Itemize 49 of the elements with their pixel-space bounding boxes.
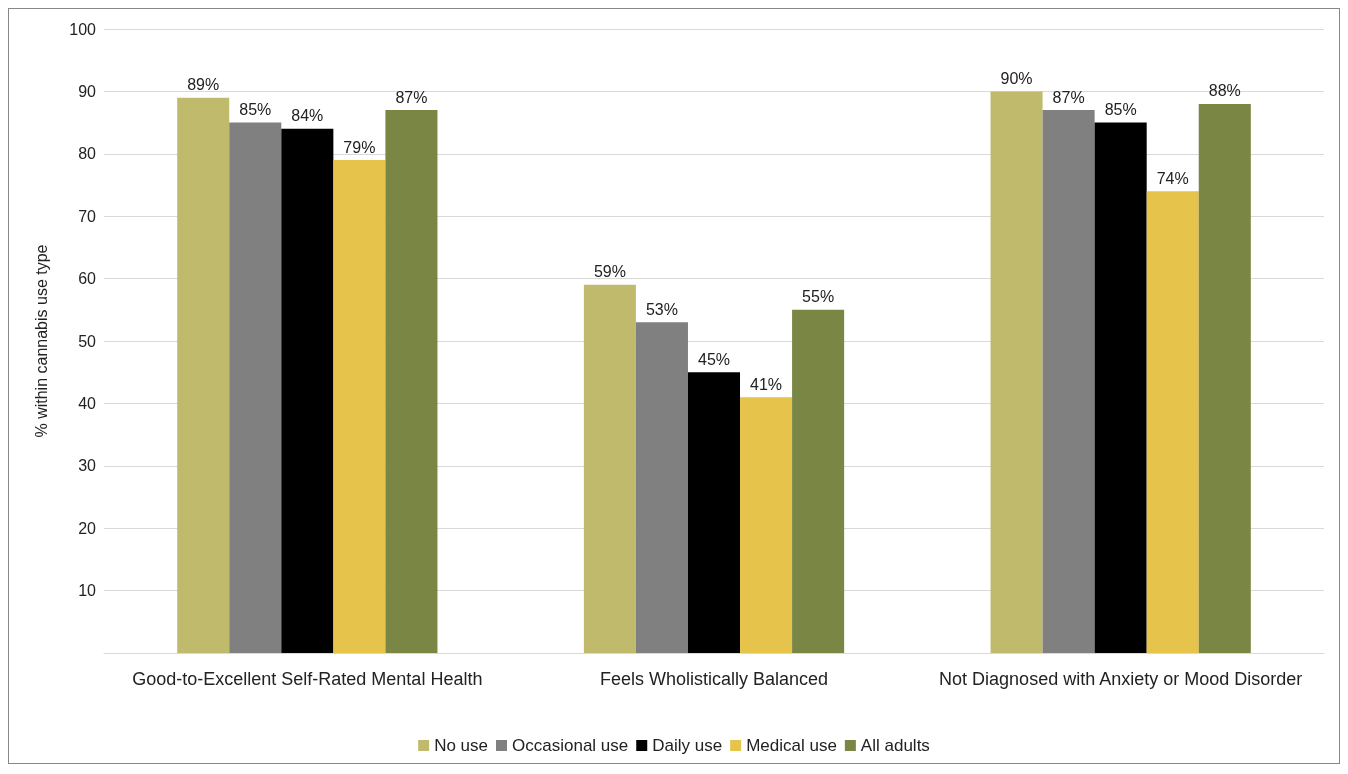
data-label: 55% <box>802 288 835 306</box>
bar <box>583 284 636 653</box>
data-label: 59% <box>593 263 626 281</box>
legend-label: Occasional use <box>512 736 629 755</box>
data-label: 85% <box>1104 101 1137 119</box>
bar <box>177 97 230 653</box>
legend-label: Daily use <box>652 736 723 755</box>
bar <box>385 110 438 653</box>
y-tick-label: 70 <box>78 207 97 225</box>
data-label: 87% <box>395 88 428 106</box>
bar <box>740 397 793 653</box>
bar <box>281 128 334 653</box>
data-label: 79% <box>343 138 376 156</box>
y-tick-label: 50 <box>78 332 97 350</box>
data-label: 84% <box>291 107 324 125</box>
legend-label: Medical use <box>746 736 837 755</box>
y-tick-label: 20 <box>78 519 97 537</box>
data-label: 87% <box>1052 88 1085 106</box>
y-tick-label: 100 <box>69 20 97 38</box>
legend-label: No use <box>434 736 489 755</box>
bar <box>1146 191 1199 653</box>
y-tick-label: 30 <box>78 457 97 475</box>
x-tick-label: Feels Wholistically Balanced <box>599 669 829 689</box>
bar <box>1042 110 1095 653</box>
bar <box>333 160 386 653</box>
bar <box>687 372 741 653</box>
y-tick-label: 90 <box>78 82 97 100</box>
x-tick-label: Not Diagnosed with Anxiety or Mood Disorder <box>939 669 1303 689</box>
y-axis-title: % within cannabis use type <box>32 244 50 438</box>
data-label: 88% <box>1208 82 1241 100</box>
legend-label: All adults <box>860 736 930 755</box>
bar <box>792 309 845 653</box>
y-tick-label: 60 <box>78 270 97 288</box>
bar <box>635 322 688 653</box>
data-label: 85% <box>239 101 272 119</box>
data-label: 74% <box>1156 169 1189 187</box>
bar <box>1094 122 1147 653</box>
bar <box>1198 103 1251 653</box>
bar <box>990 91 1043 653</box>
data-label: 53% <box>645 300 678 318</box>
y-tick-label: 40 <box>78 394 97 412</box>
x-tick-label: Good-to-Excellent Self-Rated Mental Health <box>132 669 483 689</box>
data-label: 45% <box>697 350 731 368</box>
y-tick-label: 80 <box>78 145 97 163</box>
y-tick-label: 10 <box>78 582 97 600</box>
bar <box>229 122 282 653</box>
data-label: 90% <box>1000 69 1033 87</box>
data-label: 41% <box>750 375 783 393</box>
data-label: 89% <box>187 76 220 94</box>
